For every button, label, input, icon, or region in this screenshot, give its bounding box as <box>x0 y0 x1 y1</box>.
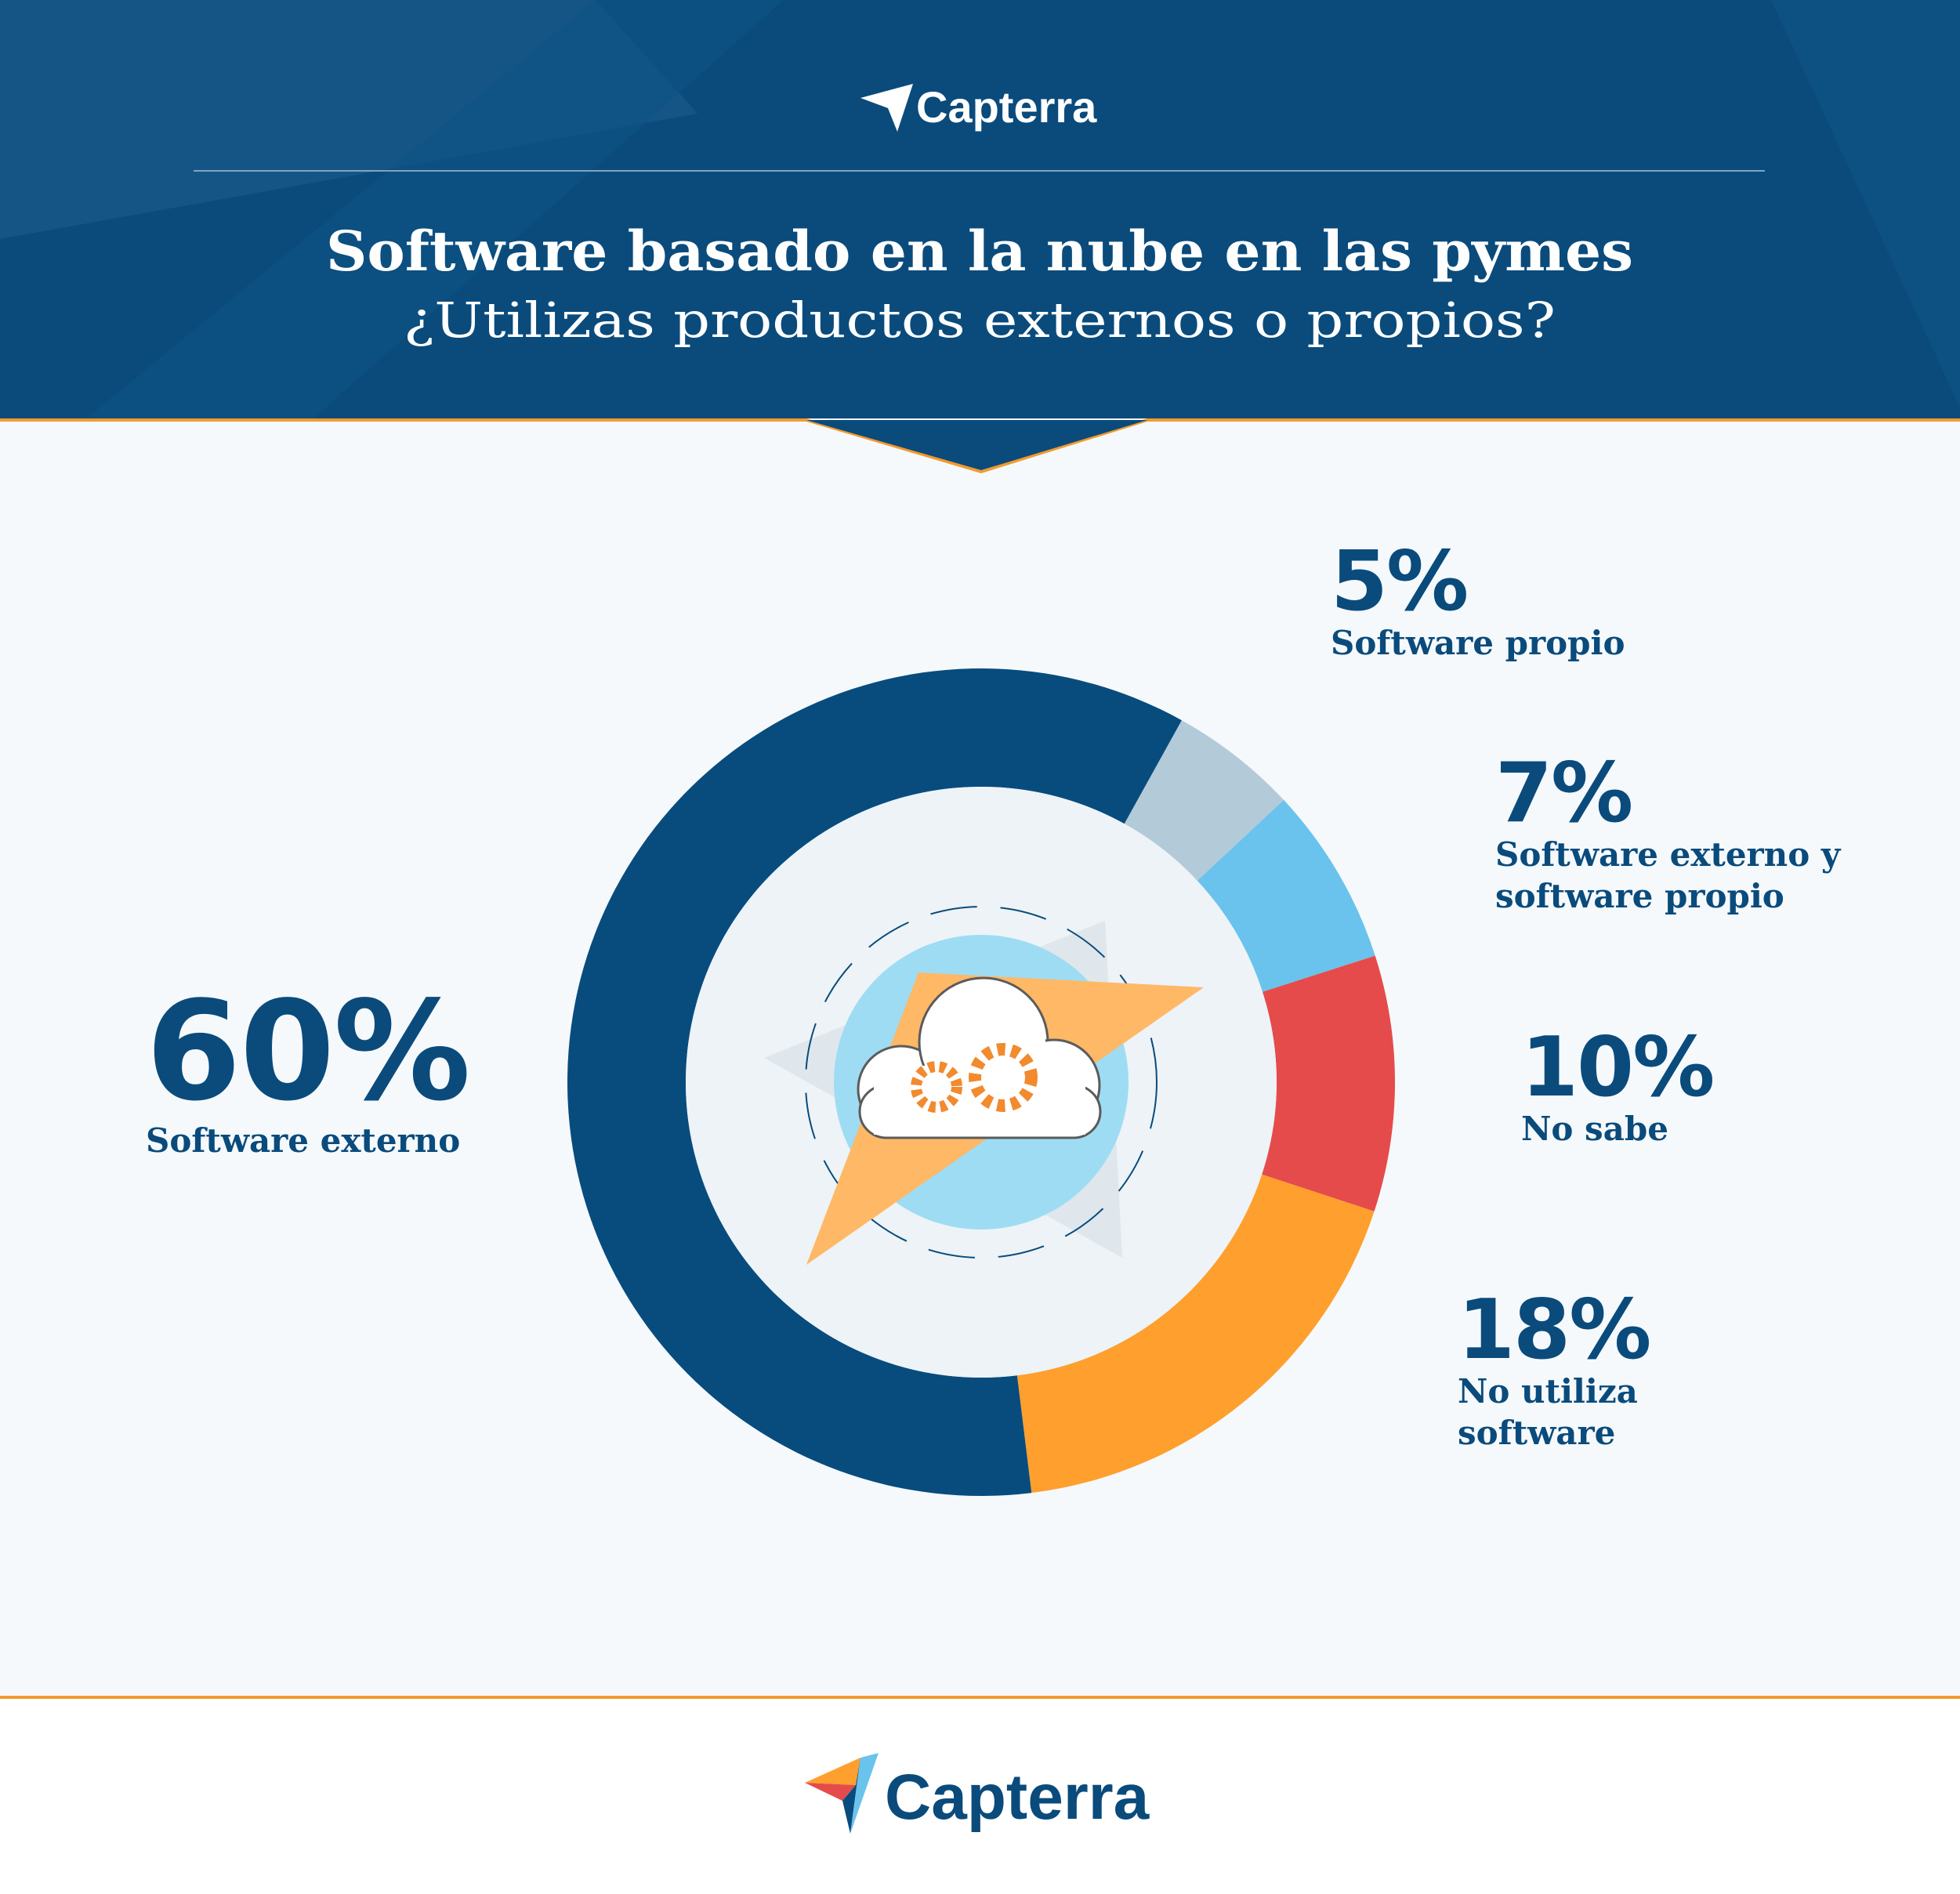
slice-label: 60% Software externo <box>146 983 655 1162</box>
donut-slice <box>1197 799 1375 992</box>
value-label: 18% <box>1458 1282 1651 1378</box>
category-label: Software propio <box>1331 624 1625 662</box>
slice-label: 10% No sabe <box>1521 1027 1835 1150</box>
footer-logo-icon <box>842 1758 860 1834</box>
donut-slice <box>1262 955 1396 1211</box>
slice-label: 7% Software externo y software propio <box>1495 752 1864 917</box>
header-decor <box>1771 0 1960 407</box>
header-logo-icon <box>860 84 913 132</box>
header-decor <box>86 0 784 418</box>
footer-logo-icon <box>805 1758 860 1785</box>
header-logo: Capterra <box>916 82 1097 132</box>
footer-logo-icon <box>805 1783 856 1801</box>
value-label: 60% <box>146 972 471 1132</box>
chart-title: Software basado en la nube en las pymes <box>326 219 1633 284</box>
value-label: 7% <box>1495 745 1633 841</box>
value-label: 5% <box>1331 534 1469 629</box>
illustration-gear <box>969 1043 1038 1112</box>
footer-logo: Capterra <box>885 1762 1150 1833</box>
footer-logo-icon <box>850 1753 879 1834</box>
category-label: No utiliza software <box>1458 1372 1638 1452</box>
slice-label: 5% Software propio <box>1331 541 1801 665</box>
illustration-ring <box>805 906 1158 1258</box>
category-label: Software externo <box>146 1121 461 1160</box>
slice-label: 18% No utiliza software <box>1458 1289 1661 1454</box>
category-label: Software externo y software propio <box>1495 835 1841 915</box>
illustration-gear <box>911 1061 962 1113</box>
donut <box>567 668 1396 1496</box>
footer-edge <box>0 1696 1960 1699</box>
donut-slice <box>1016 1174 1375 1494</box>
chart-subtitle: ¿Utilizas productos externos o propios? <box>404 292 1556 349</box>
donut-slice <box>1124 720 1284 881</box>
value-label: 10% <box>1521 1019 1715 1115</box>
footer-band <box>0 1697 1960 1894</box>
category-label: No sabe <box>1521 1110 1668 1148</box>
donut-slice <box>567 668 1182 1496</box>
header-chevron <box>806 420 1147 470</box>
